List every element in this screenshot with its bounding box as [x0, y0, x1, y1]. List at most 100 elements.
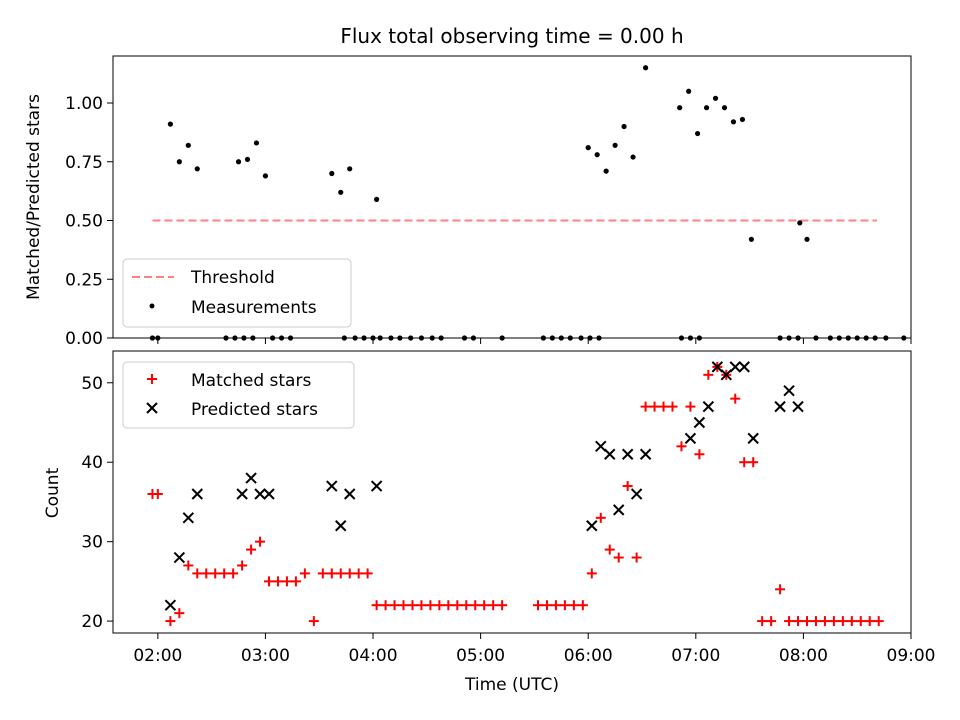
matched-star-point — [228, 568, 239, 579]
measurement-point — [797, 220, 803, 226]
matched-star-point — [192, 568, 203, 579]
chart-title: Flux total observing time = 0.00 h — [340, 24, 683, 48]
bottom-legend: Matched stars Predicted stars — [122, 361, 355, 429]
matched-star-point — [658, 401, 669, 412]
matched-star-point — [344, 568, 355, 579]
measurement-point — [185, 142, 191, 148]
matched-star-point — [488, 600, 499, 611]
measurement-point — [167, 121, 173, 127]
bottom-xtick-label: 09:00 — [887, 646, 936, 666]
matched-star-point — [452, 600, 463, 611]
matched-star-point — [784, 616, 795, 627]
matched-star-point — [398, 600, 409, 611]
predicted-star-point — [254, 488, 266, 500]
bottom-xtick-label: 04:00 — [349, 646, 398, 666]
bottom-marks — [147, 361, 884, 627]
bottom-xtick-label: 05:00 — [456, 646, 505, 666]
predicted-star-point — [236, 488, 248, 500]
predicted-star-point — [612, 504, 625, 516]
predicted-star-point — [370, 480, 383, 492]
matched-star-point — [864, 616, 875, 627]
top-ytick-label: 1.00 — [65, 94, 103, 114]
measurement-point — [612, 142, 618, 148]
matched-star-point — [694, 449, 705, 460]
matched-star-point — [407, 600, 418, 611]
measurement-point — [703, 105, 710, 111]
matched-star-point — [255, 536, 266, 547]
matched-star-point — [201, 568, 212, 579]
measurement-point — [730, 119, 737, 125]
matched-star-point — [237, 560, 248, 571]
bottom-ytick-label: 30 — [81, 533, 103, 553]
measurement-point — [695, 130, 701, 137]
matched-star-point — [272, 576, 283, 587]
bottom-xtick-label: 08:00 — [779, 646, 828, 666]
measurement-point — [176, 159, 182, 165]
matched-star-point — [819, 616, 830, 627]
predicted-star-point — [326, 480, 338, 492]
matched-star-point — [810, 616, 821, 627]
matched-star-point — [389, 600, 400, 611]
matched-star-point — [586, 568, 597, 579]
bottom-xlabel: Time (UTC) — [464, 675, 559, 695]
measurement-point — [585, 145, 591, 151]
legend-threshold-label: Threshold — [190, 268, 275, 288]
matched-star-point — [739, 457, 750, 468]
predicted-star-point — [335, 520, 347, 532]
matched-star-point — [568, 600, 579, 611]
bottom-plot-frame — [112, 350, 912, 634]
matched-star-point — [479, 600, 490, 611]
measurement-point — [244, 156, 251, 162]
predicted-star-point — [747, 432, 759, 445]
predicted-star-point — [711, 361, 724, 373]
legend-predicted-swatch — [146, 402, 158, 414]
matched-star-point — [335, 568, 346, 579]
matched-star-point — [748, 457, 759, 468]
matched-star-point — [613, 552, 624, 563]
matched-star-point — [631, 552, 642, 563]
predicted-star-point — [792, 400, 804, 413]
top-ylabel: Matched/Predicted stars — [24, 94, 44, 300]
bottom-xtick-label: 07:00 — [671, 646, 720, 666]
measurement-point — [235, 159, 242, 165]
matched-star-point — [308, 616, 319, 627]
predicted-star-point — [729, 361, 741, 373]
matched-star-point — [793, 616, 804, 627]
predicted-star-point — [245, 472, 257, 484]
predicted-star-point — [344, 488, 356, 500]
bottom-xtick-label: 02:00 — [133, 646, 182, 666]
predicted-star-point — [738, 361, 750, 373]
predicted-star-point — [604, 448, 616, 460]
matched-star-point — [640, 401, 651, 412]
matched-star-point — [676, 441, 687, 452]
matched-star-point — [685, 401, 696, 412]
matched-star-point — [703, 369, 714, 380]
matched-star-point — [380, 600, 391, 611]
matched-star-point — [577, 600, 588, 611]
matched-star-point — [873, 616, 884, 627]
matched-star-point — [541, 600, 552, 611]
matched-star-point — [443, 600, 454, 611]
matched-star-point — [353, 568, 364, 579]
matched-star-point — [264, 576, 275, 587]
matched-star-point — [371, 600, 382, 611]
top-ytick-label: 0.75 — [65, 153, 103, 173]
measurement-point — [721, 105, 728, 111]
matched-star-point — [622, 481, 633, 492]
predicted-star-point — [630, 488, 643, 500]
matched-star-point — [766, 616, 777, 627]
measurement-point — [374, 196, 380, 202]
measurement-point — [347, 166, 353, 172]
matched-star-point — [604, 544, 615, 555]
matched-star-point — [649, 401, 660, 412]
matched-star-point — [828, 616, 839, 627]
matched-star-point — [559, 600, 570, 611]
matched-star-point — [470, 600, 481, 611]
predicted-star-point — [191, 488, 203, 500]
legend-predicted-label: Predicted stars — [191, 400, 318, 420]
bottom-ytick-label: 40 — [81, 453, 103, 473]
matched-star-point — [533, 600, 544, 611]
predicted-star-point — [595, 440, 607, 453]
predicted-star-point — [783, 385, 795, 397]
matched-star-point — [667, 401, 678, 412]
